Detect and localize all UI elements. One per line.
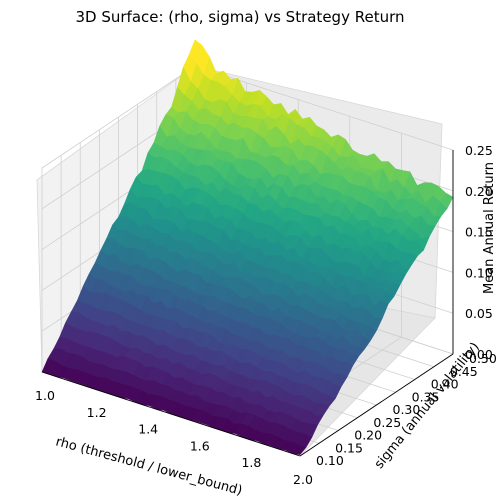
- x-tick-labels: 1.0 1.2 1.4 1.6 1.8 2.0: [35, 388, 313, 487]
- z-tick-label: 0.05: [465, 306, 493, 321]
- chart-title: 3D Surface: (rho, sigma) vs Strategy Ret…: [75, 8, 404, 26]
- y-tick-label: 0.15: [335, 440, 363, 455]
- y-tick-label: 0.40: [431, 377, 459, 392]
- z-tick-label: 0.15: [465, 225, 493, 240]
- axis-lines: [41, 150, 454, 457]
- y-tick-label: 0.45: [450, 364, 478, 379]
- x-tick-label: 1.6: [190, 438, 210, 453]
- y-tick-label: 0.20: [354, 428, 382, 443]
- y-tick-label: 0.50: [469, 351, 497, 366]
- y-tick-labels: 0.100.150.200.250.300.350.400.450.50: [316, 351, 497, 468]
- z-tick-label: 0.00: [465, 347, 493, 362]
- z-tick-labels: 0.00 0.05 0.10 0.15 0.20 0.25: [465, 143, 493, 362]
- y-tick-label: 0.10: [316, 453, 344, 468]
- z-tick-label: 0.20: [465, 184, 493, 199]
- y-tick-label: 0.25: [373, 415, 401, 430]
- z-axis-label: Mean Annual Return: [482, 162, 497, 294]
- x-tick-label: 2.0: [293, 472, 313, 487]
- y-tick-label: 0.30: [393, 402, 421, 417]
- z-tick-label: 0.10: [465, 265, 493, 280]
- x-axis-label: rho (threshold / lower_bound): [54, 434, 244, 498]
- x-tick-label: 1.0: [35, 388, 55, 403]
- x-tick-label: 1.4: [138, 422, 158, 437]
- y-tick-label: 0.35: [412, 389, 440, 404]
- x-axis-line: [41, 371, 301, 457]
- y-axis-line: [299, 353, 454, 457]
- x-tick-label: 1.2: [87, 405, 107, 420]
- z-tick-label: 0.25: [465, 143, 493, 158]
- surface-mesh: [41, 39, 454, 455]
- x-tick-label: 1.8: [241, 455, 261, 470]
